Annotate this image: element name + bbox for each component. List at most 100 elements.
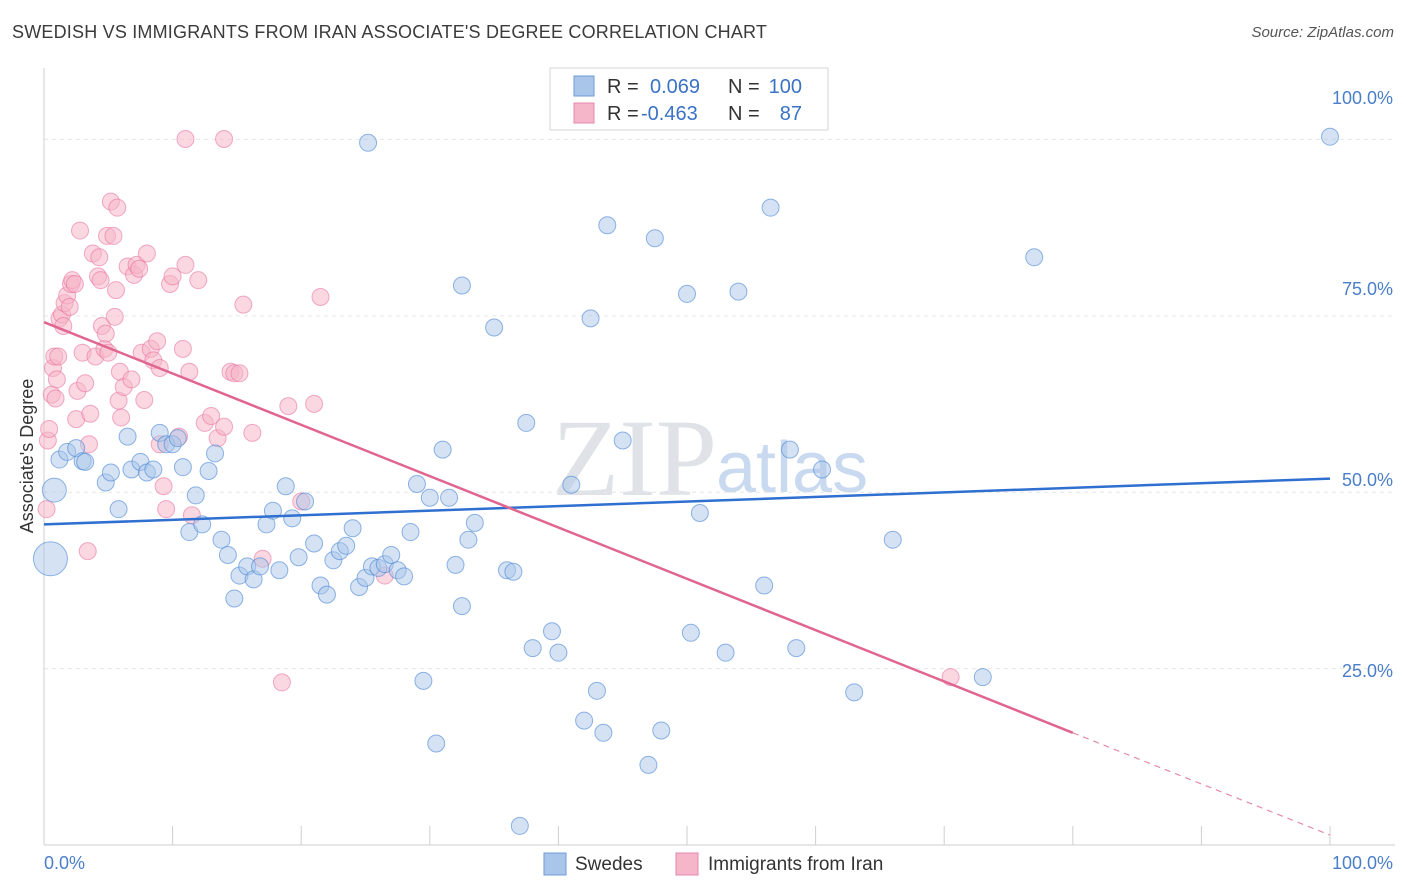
swedes-point [542, 622, 561, 641]
swedes-point [813, 460, 832, 479]
iran-point [105, 307, 124, 326]
swedes-point [101, 463, 120, 482]
iran-point [107, 281, 126, 300]
iran-point [157, 500, 176, 519]
swedes-point [427, 734, 446, 753]
legend-r-value-1: 0.069 [650, 76, 700, 98]
iran-point [65, 275, 84, 293]
iran-point [76, 374, 95, 393]
swedes-point [186, 486, 205, 505]
swedes-point [787, 639, 806, 658]
iran-point [46, 389, 65, 408]
swedes-point [639, 755, 658, 774]
iran-point [154, 477, 173, 496]
bottom-label-swedes: Swedes [575, 854, 643, 875]
y-tick-labels: 100.0% 75.0% 50.0% 25.0% [1332, 88, 1393, 681]
swedes-point [594, 723, 613, 742]
iran-point [176, 255, 195, 274]
swedes-point [523, 639, 542, 658]
swedes-point [382, 545, 401, 564]
swedes-point [305, 534, 324, 553]
iran-point [96, 324, 115, 343]
swedes-point [343, 519, 362, 538]
iran-point [90, 248, 109, 267]
swedes-point [218, 545, 237, 564]
swedes-point [510, 816, 529, 835]
grid-lines [44, 138, 1395, 670]
stats-legend-box [549, 67, 829, 131]
swedes-point [440, 488, 459, 507]
legend-swatch-iran [573, 102, 595, 124]
legend-n-value-2: 87 [780, 103, 802, 125]
swedes-point [446, 555, 465, 574]
iran-point [49, 347, 68, 366]
swedes-point [883, 530, 902, 549]
iran-point [173, 339, 192, 358]
swedes-point [598, 216, 617, 235]
swedes-point [414, 671, 433, 690]
legend-swatch-swedes [573, 75, 595, 97]
swedes-point [276, 477, 295, 496]
iran-point [272, 673, 291, 692]
x-tick-100: 100.0% [1332, 853, 1393, 873]
swedes-point [109, 500, 128, 519]
swedes-point [761, 198, 780, 217]
iran-point [137, 244, 156, 263]
swedes-point [32, 541, 68, 577]
legend-r-label-2: R = [607, 103, 639, 125]
swedes-point [729, 282, 748, 301]
x-axis-ticks [172, 826, 1331, 845]
swedes-point [41, 477, 67, 503]
swedes-point [465, 513, 484, 532]
swedes-point [212, 530, 231, 549]
iran-point [78, 542, 97, 561]
swedes-point [755, 576, 774, 595]
swedes-point [395, 567, 414, 586]
swedes-point [401, 523, 420, 542]
watermark-zip: ZIP [552, 397, 717, 519]
iran-point [40, 420, 59, 439]
iran-point [243, 423, 262, 442]
iran-point [71, 221, 90, 240]
iran-point [279, 397, 298, 416]
swedes-point [678, 284, 696, 303]
swedes-points [32, 127, 1339, 835]
swedes-point [173, 458, 192, 477]
swedes-point [251, 557, 270, 576]
swedes-point [587, 681, 606, 700]
swedes-point [459, 530, 478, 549]
swedes-point [681, 623, 700, 642]
chart-title: SWEDISH VS IMMIGRANTS FROM IRAN ASSOCIAT… [12, 22, 768, 42]
swedes-point [76, 452, 95, 471]
bottom-label-iran: Immigrants from Iran [708, 854, 883, 875]
y-tick-100: 100.0% [1332, 88, 1393, 108]
swedes-point [562, 475, 581, 494]
swedes-point [690, 503, 709, 522]
iran-point [234, 295, 253, 314]
swedes-point [485, 318, 504, 337]
swedes-point [452, 597, 471, 616]
iran-trend-line [43, 321, 1074, 734]
iran-point [215, 129, 234, 148]
iran-trend-extension [1072, 732, 1331, 836]
swedes-point [270, 561, 289, 580]
swedes-point [973, 668, 992, 687]
swedes-point [780, 440, 799, 459]
iran-point [37, 500, 56, 519]
swedes-point [645, 229, 664, 248]
iran-point [60, 297, 79, 316]
swedes-point [517, 413, 536, 432]
swedes-point [168, 429, 187, 448]
swedes-point [433, 440, 452, 459]
iran-points [37, 129, 960, 692]
swedes-point [118, 427, 137, 446]
swedes-point [289, 548, 308, 567]
iran-point [122, 370, 141, 389]
iran-point [130, 259, 149, 278]
swedes-point [1025, 248, 1044, 267]
iran-point [189, 271, 208, 290]
swedes-point [420, 488, 439, 507]
trend-lines [43, 321, 1331, 836]
iran-point [104, 226, 123, 245]
iran-point [47, 370, 66, 389]
